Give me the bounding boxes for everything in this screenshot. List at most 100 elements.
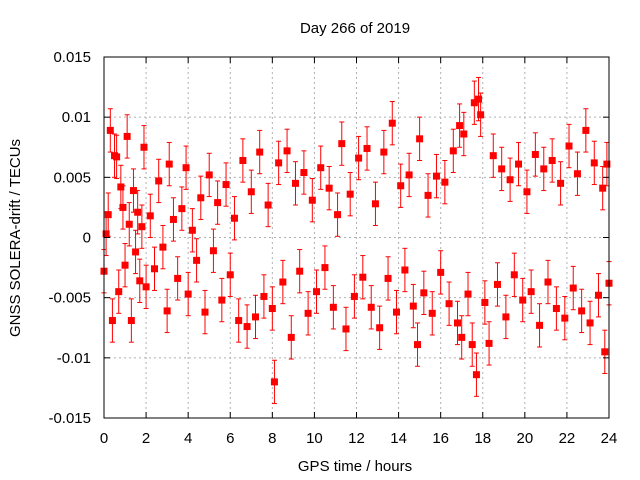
data-point xyxy=(151,265,158,273)
data-point xyxy=(155,177,163,185)
data-point xyxy=(300,169,308,177)
data-point xyxy=(445,300,453,308)
data-point xyxy=(376,324,384,332)
data-point xyxy=(540,165,548,173)
data-point xyxy=(136,277,144,285)
data-point xyxy=(582,126,590,134)
data-point xyxy=(477,111,485,119)
data-point xyxy=(468,341,476,349)
data-point xyxy=(197,194,205,202)
x-axis-label: GPS time / hours xyxy=(298,458,412,475)
data-point xyxy=(287,333,295,341)
data-point xyxy=(350,292,358,300)
data-point xyxy=(573,170,581,178)
y-axis-label: GNSS SOLERA-drift / TECUs xyxy=(7,139,24,337)
data-point xyxy=(481,298,489,306)
data-point xyxy=(432,172,440,180)
y-tick-label: 0.015 xyxy=(53,49,91,66)
data-point xyxy=(599,184,607,192)
data-point xyxy=(205,171,213,179)
data-point xyxy=(601,348,609,356)
data-point xyxy=(106,126,114,134)
data-point xyxy=(165,160,173,168)
data-point xyxy=(498,165,506,173)
data-point xyxy=(428,309,436,317)
x-tick-label: 24 xyxy=(601,430,618,447)
data-point xyxy=(578,307,586,315)
data-point xyxy=(460,130,468,138)
data-point xyxy=(441,178,449,186)
data-point xyxy=(201,308,209,316)
data-point xyxy=(363,144,371,152)
y-tick-label: 0 xyxy=(83,230,91,247)
data-point xyxy=(169,215,177,223)
y-tick-label: -0.015 xyxy=(48,410,91,427)
data-point xyxy=(178,205,186,213)
data-point xyxy=(420,289,428,297)
data-point xyxy=(359,273,367,281)
data-point xyxy=(317,164,325,172)
data-point xyxy=(449,147,457,155)
data-point xyxy=(283,147,291,155)
data-point xyxy=(544,278,552,286)
data-point xyxy=(454,319,461,327)
data-point xyxy=(115,288,123,296)
data-point xyxy=(193,256,201,264)
x-tick-label: 2 xyxy=(142,430,150,447)
data-point xyxy=(437,268,445,276)
data-point xyxy=(334,211,342,219)
data-point xyxy=(519,296,527,304)
data-point xyxy=(117,183,125,191)
data-point xyxy=(557,179,565,187)
data-point xyxy=(342,325,350,333)
data-point xyxy=(424,191,432,199)
data-point xyxy=(388,119,396,127)
data-point xyxy=(222,181,230,189)
data-point xyxy=(102,230,110,238)
data-point xyxy=(209,247,217,255)
data-point xyxy=(527,288,535,296)
data-point xyxy=(384,274,392,282)
data-point xyxy=(523,188,531,196)
data-point xyxy=(119,203,127,211)
data-point xyxy=(489,152,497,160)
data-point xyxy=(184,290,192,298)
data-point xyxy=(590,159,598,167)
data-point xyxy=(127,317,135,325)
data-point xyxy=(108,317,116,325)
data-point xyxy=(510,271,518,279)
data-point xyxy=(485,339,493,347)
x-tick-label: 14 xyxy=(390,430,407,447)
data-point xyxy=(313,288,321,296)
data-point xyxy=(129,187,137,195)
data-point xyxy=(346,190,354,198)
x-tick-label: 4 xyxy=(184,430,192,447)
data-point xyxy=(268,304,276,312)
data-point xyxy=(138,223,146,231)
axis-ticks: 0 2 4 6 8 10 12 14 16 18 20 22 24-0.015-0.01-0.00500… xyxy=(48,49,617,447)
data-series xyxy=(100,76,613,405)
data-point xyxy=(380,148,388,156)
data-point xyxy=(456,122,464,130)
data-point xyxy=(113,153,121,161)
data-point xyxy=(226,271,234,279)
data-point xyxy=(506,176,514,184)
data-point xyxy=(397,182,405,190)
data-point xyxy=(182,164,190,172)
x-tick-label: 6 xyxy=(226,430,234,447)
data-point xyxy=(548,156,556,164)
data-point xyxy=(270,378,278,386)
data-point xyxy=(502,313,510,321)
x-tick-label: 20 xyxy=(516,430,533,447)
data-point xyxy=(338,140,346,148)
data-point xyxy=(515,160,523,168)
data-point xyxy=(371,200,379,208)
data-point xyxy=(140,143,148,151)
grid xyxy=(104,57,609,418)
data-point xyxy=(367,303,375,311)
data-point xyxy=(239,156,247,164)
data-point xyxy=(230,214,238,222)
x-tick-label: 22 xyxy=(559,430,576,447)
data-point xyxy=(308,196,316,204)
